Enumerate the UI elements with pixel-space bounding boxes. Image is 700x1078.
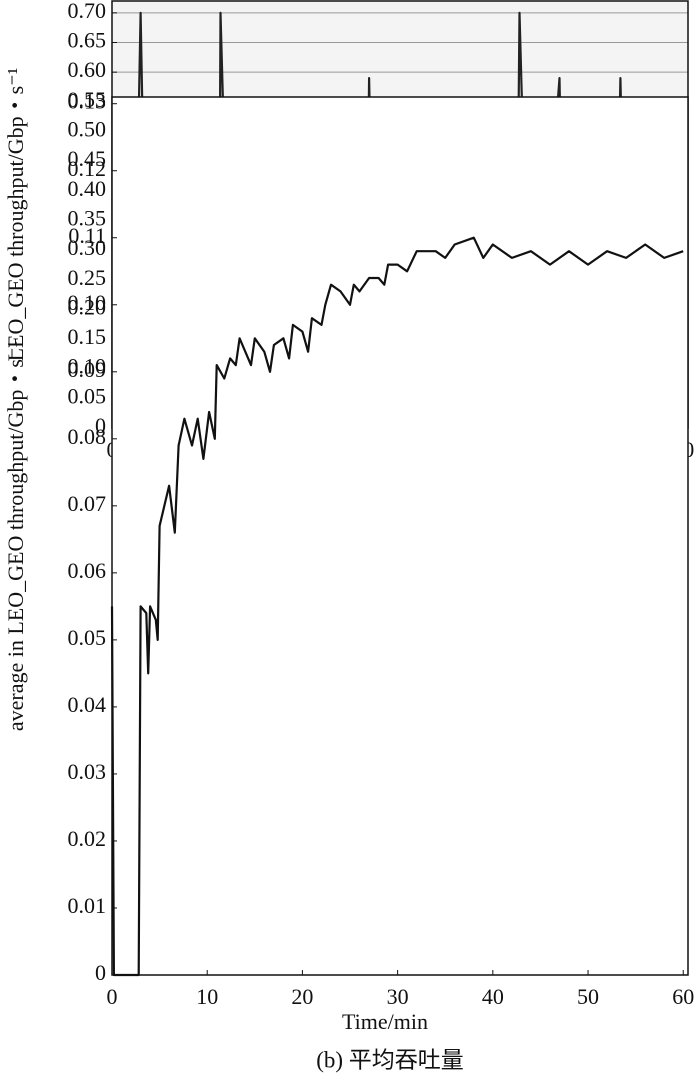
y-tick-label: 0 [95, 960, 106, 985]
caption: (b) 平均吞吐量 [316, 1047, 464, 1072]
x-tick-label: 50 [577, 984, 599, 1009]
x-tick-label: 0 [107, 984, 118, 1009]
y-tick-label: 0.65 [68, 28, 107, 53]
y-tick-label: 0.07 [68, 491, 107, 516]
y-tick-label: 0.01 [68, 893, 107, 918]
y-tick-label: 0.70 [68, 0, 107, 23]
x-tick-label: 30 [387, 984, 409, 1009]
y-axis-label: LEO_GEO throughput/Gbp・s⁻¹ [3, 68, 28, 362]
y-tick-label: 0.04 [68, 692, 107, 717]
y-tick-label: 0.05 [68, 625, 107, 650]
y-tick-label: 0.15 [68, 324, 107, 349]
y-tick-label: 0.05 [68, 383, 107, 408]
data-line [110, 236, 684, 977]
plot-frame [111, 96, 689, 976]
y-tick-label: 0.50 [68, 117, 107, 142]
x-tick-label: 20 [291, 984, 313, 1009]
y-tick-label: 0.08 [68, 424, 107, 449]
x-tick-label: 10 [196, 984, 218, 1009]
y-tick-label: 0.09 [68, 357, 107, 382]
y-tick-label: 0.40 [68, 176, 107, 201]
y-tick-label: 0.45 [68, 146, 107, 171]
y-tick-label: 0.02 [68, 826, 107, 851]
x-axis-label: Time/min [342, 1009, 428, 1034]
y-tick-label: 0 [95, 413, 106, 438]
x-tick-label: 40 [482, 984, 504, 1009]
x-tick-label: 60 [672, 984, 694, 1009]
plot-area [112, 97, 688, 975]
y-tick-label: 0.55 [68, 87, 107, 112]
y-tick-label: 0.06 [68, 558, 107, 583]
y-tick-label: 0.35 [68, 205, 107, 230]
y-tick-label: 0.30 [68, 235, 107, 260]
y-tick-label: 0.25 [68, 265, 107, 290]
y-tick-label: 0.10 [68, 290, 107, 315]
y-tick-label: 0.20 [68, 294, 107, 319]
y-tick-label: 0.13 [68, 89, 107, 114]
y-tick-label: 0.03 [68, 759, 107, 784]
y-tick-label: 0.60 [68, 57, 107, 82]
y-axis-label: average in LEO_GEO throughput/Gbp・s⁻¹ [3, 341, 28, 731]
y-tick-label: 0.10 [68, 354, 107, 379]
y-tick-label: 0.12 [68, 156, 107, 181]
y-tick-label: 0.11 [68, 223, 106, 248]
